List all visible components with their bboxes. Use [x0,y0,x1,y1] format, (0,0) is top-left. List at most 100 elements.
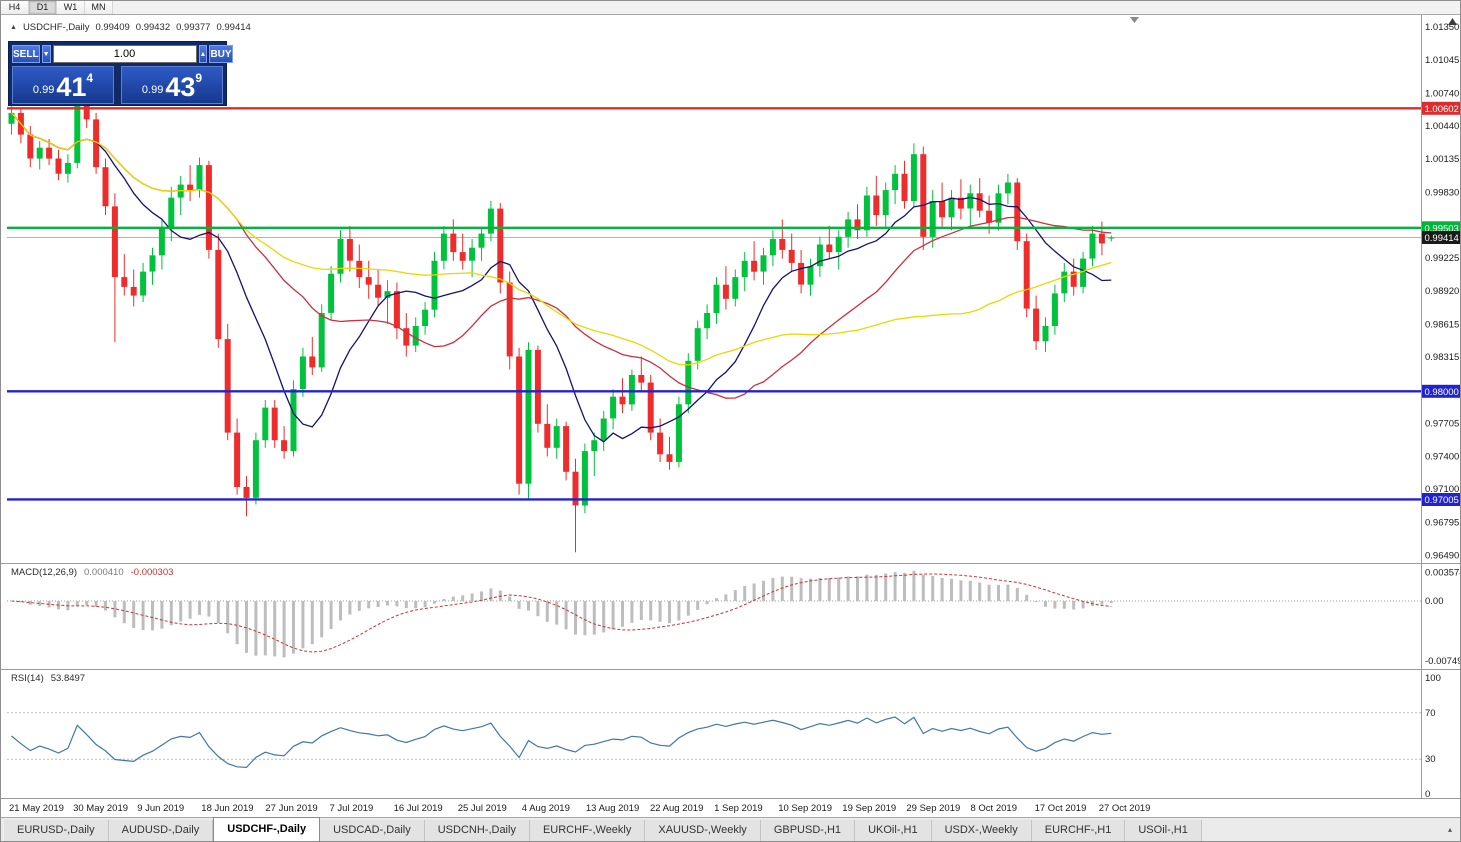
rsi-name: RSI(14) [11,673,44,684]
macd-label: MACD(12,26,9) 0.000410 -0.000303 [11,567,173,578]
buy-price-button[interactable]: 0.99 43 9 [121,66,223,104]
svg-text:0.98315: 0.98315 [1425,352,1459,363]
svg-text:19 Sep 2019: 19 Sep 2019 [842,803,896,814]
timeframe-button-w1[interactable]: W1 [57,1,85,14]
sell-price-prefix: 0.99 [32,84,55,96]
close-value: 0.99414 [216,22,251,33]
svg-text:1.00602: 1.00602 [1425,104,1459,115]
timeframe-toolbar: H4 D1 W1 MN [1,1,1460,15]
svg-text:30 May 2019: 30 May 2019 [73,803,128,814]
svg-text:0.97005: 0.97005 [1425,495,1459,506]
tab-ukoil-h1[interactable]: UKOil-,H1 [855,820,932,841]
svg-text:29 Sep 2019: 29 Sep 2019 [906,803,960,814]
svg-text:22 Aug 2019: 22 Aug 2019 [650,803,703,814]
sell-price-sup: 4 [86,71,94,85]
svg-text:1.00740: 1.00740 [1425,88,1459,99]
svg-text:0.99414: 0.99414 [1425,233,1459,244]
ma-50-line [11,112,1112,366]
tab-audusd-daily[interactable]: AUDUSD-,Daily [108,820,214,841]
svg-text:9 Jun 2019: 9 Jun 2019 [137,803,184,814]
tab-eurchf-weekly[interactable]: EURCHF-,Weekly [529,820,646,841]
svg-text:1 Sep 2019: 1 Sep 2019 [714,803,763,814]
tab-eurusd-daily[interactable]: EURUSD-,Daily [4,820,109,841]
rsi-label: RSI(14) 53.8497 [11,673,85,684]
macd-signal-line [11,573,1112,653]
one-click-trading-panel: SELL ▼ ▲ BUY 0.99 41 4 0.99 43 9 [8,41,233,106]
svg-text:25 Jul 2019: 25 Jul 2019 [458,803,507,814]
tab-xauusd-weekly[interactable]: XAUUSD-,Weekly [645,820,761,841]
svg-text:17 Oct 2019: 17 Oct 2019 [1035,803,1087,814]
svg-text:1.00440: 1.00440 [1425,121,1459,132]
svg-text:18 Jun 2019: 18 Jun 2019 [201,803,253,814]
svg-text:0.96490: 0.96490 [1425,550,1459,561]
open-value: 0.99409 [95,22,130,33]
svg-text:0.97400: 0.97400 [1425,452,1459,463]
svg-text:0.98920: 0.98920 [1425,286,1459,297]
symbol-marker-icon: ▲ [10,24,17,31]
macd-signal-value: -0.000303 [130,567,174,578]
chart-shift-marker[interactable] [1130,17,1139,23]
buy-button[interactable]: BUY [209,45,233,63]
buy-price-big: 43 [165,72,196,102]
svg-text:0.99225: 0.99225 [1425,253,1459,264]
sell-price-big: 41 [56,72,87,102]
svg-text:30: 30 [1425,754,1436,765]
volume-input[interactable] [52,45,197,63]
sell-price-button[interactable]: 0.99 41 4 [12,66,114,104]
svg-text:0.96795: 0.96795 [1425,517,1459,528]
svg-text:0.97100: 0.97100 [1425,484,1459,495]
tab-eurchf-h1[interactable]: EURCHF-,H1 [1031,820,1126,841]
macd-name: MACD(12,26,9) [11,567,77,578]
timeframe-button-h4[interactable]: H4 [1,1,29,14]
chart-canvas[interactable]: 1.013501.010451.007401.004401.001350.998… [1,1,1461,819]
svg-text:16 Jul 2019: 16 Jul 2019 [394,803,443,814]
volume-up-button[interactable]: ▲ [198,45,208,63]
ma-25-line [11,112,1112,399]
svg-text:0.99503: 0.99503 [1425,223,1459,234]
tab-gbpusd-h1[interactable]: GBPUSD-,H1 [760,820,856,841]
chart-tabs: EURUSD-,Daily AUDUSD-,Daily USDCHF-,Daily U… [1,817,1460,841]
chevron-up-icon: ▲ [199,50,207,58]
svg-text:1.01350: 1.01350 [1425,22,1459,33]
svg-text:10 Sep 2019: 10 Sep 2019 [778,803,832,814]
tab-usdchf-daily[interactable]: USDCHF-,Daily [213,817,321,841]
svg-text:0.99830: 0.99830 [1425,187,1459,198]
svg-text:4 Aug 2019: 4 Aug 2019 [522,803,570,814]
tab-usoil-h1[interactable]: USOil-,H1 [1125,820,1202,841]
tab-usdcad-daily[interactable]: USDCAD-,Daily [320,820,425,841]
svg-text:8 Oct 2019: 8 Oct 2019 [971,803,1017,814]
svg-text:0.98615: 0.98615 [1425,319,1459,330]
svg-text:27 Oct 2019: 27 Oct 2019 [1099,803,1151,814]
rsi-line [11,716,1112,769]
buy-price-sup: 9 [195,71,203,85]
macd-main-value: 0.000410 [84,567,124,578]
chevron-down-icon: ▼ [42,50,50,58]
timeframe-button-d1[interactable]: D1 [29,1,57,14]
buy-price-prefix: 0.99 [141,84,164,96]
svg-text:0.00: 0.00 [1425,596,1444,607]
tab-usdx-weekly[interactable]: USDX-,Weekly [931,820,1032,841]
svg-text:0.98000: 0.98000 [1425,387,1459,398]
chart-ohlc-title: ▲ USDCHF-,Daily 0.99409 0.99432 0.99377 … [10,22,251,33]
volume-down-button[interactable]: ▼ [41,45,51,63]
svg-text:21 May 2019: 21 May 2019 [9,803,64,814]
candlestick-series [8,73,1115,553]
tab-scroll-icon[interactable]: ▴ [1447,825,1452,834]
svg-text:1.01045: 1.01045 [1425,55,1459,66]
svg-text:0.97705: 0.97705 [1425,418,1459,429]
svg-text:13 Aug 2019: 13 Aug 2019 [586,803,639,814]
rsi-value: 53.8497 [50,673,86,684]
macd-histogram [19,571,1113,658]
sell-button[interactable]: SELL [12,45,40,63]
svg-text:27 Jun 2019: 27 Jun 2019 [265,803,317,814]
chart-symbol-period: USDCHF-,Daily [22,22,90,33]
timeframe-button-mn[interactable]: MN [85,1,113,14]
svg-text:7 Jul 2019: 7 Jul 2019 [330,803,374,814]
ma-10-line [11,112,1112,443]
low-value: 0.99377 [176,22,211,33]
svg-text:0.003574: 0.003574 [1425,567,1461,578]
svg-text:1.00135: 1.00135 [1425,154,1459,165]
tab-usdcnh-daily[interactable]: USDCNH-,Daily [424,820,530,841]
scale-marker-icon [1448,18,1457,25]
